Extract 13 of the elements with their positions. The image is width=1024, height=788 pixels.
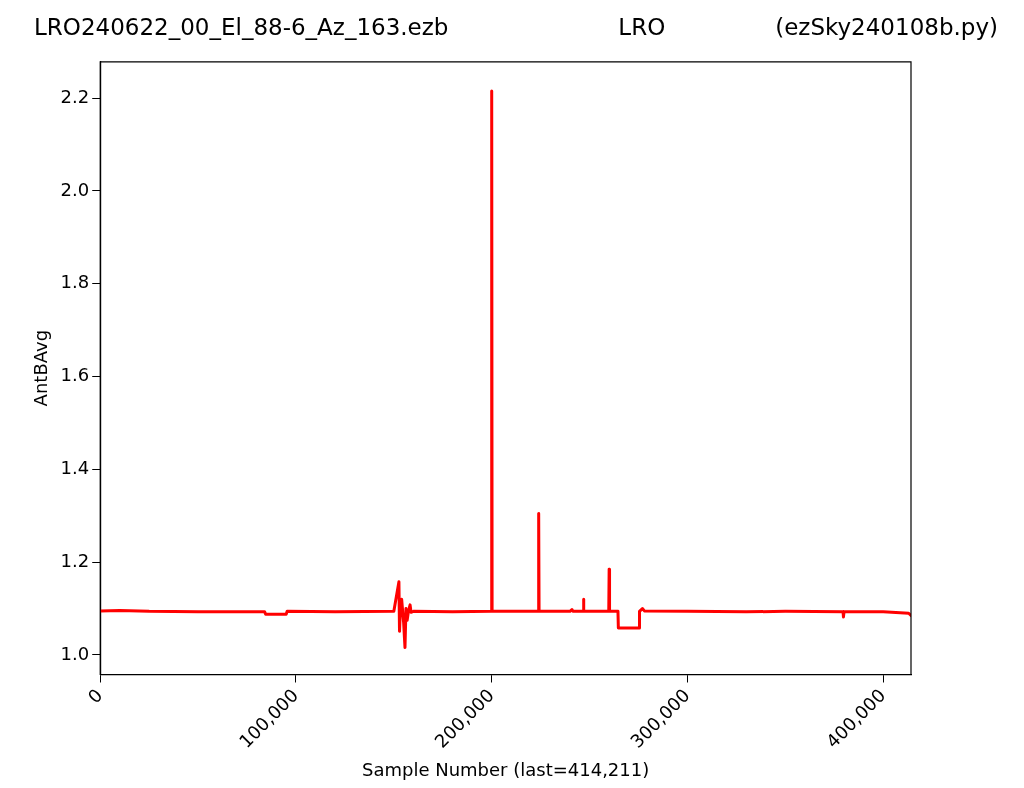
y-tick-label: 1.4 — [60, 457, 90, 479]
y-tick-label: 2.2 — [60, 85, 90, 107]
y-axis-title: AntBAvg — [30, 329, 52, 407]
chart-title: LRO — [618, 14, 666, 42]
x-axis-title: Sample Number (last=414,211) — [361, 758, 650, 780]
y-tick-label: 1.8 — [60, 271, 90, 293]
y-tick-label: 1.6 — [60, 364, 90, 386]
y-tick-label: 2.0 — [60, 178, 90, 200]
y-tick-label: 1.0 — [60, 642, 90, 664]
text: LRO240622_00_El_88-6_Az_163.ezb — [34, 14, 449, 42]
y-tick-label: 1.2 — [60, 549, 90, 571]
text: (ezSky240108b.py) — [775, 14, 998, 42]
x-tick-label: 0 — [83, 684, 107, 708]
